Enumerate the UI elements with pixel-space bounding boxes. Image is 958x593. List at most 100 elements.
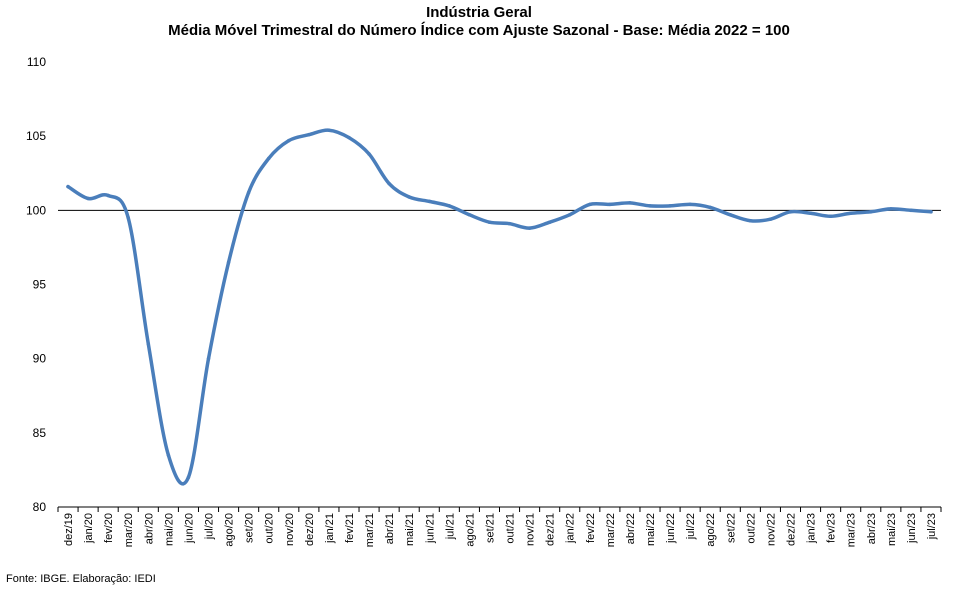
x-tick-label: fev/21: [344, 513, 356, 543]
data-point: [106, 193, 110, 198]
data-point: [588, 202, 592, 207]
data-point: [246, 190, 251, 195]
x-tick-label: jul/22: [685, 513, 697, 540]
series-line: [66, 128, 933, 486]
data-point: [266, 156, 271, 161]
x-tick-label: fev/22: [585, 513, 597, 543]
y-tick-label: 85: [33, 426, 47, 440]
data-point: [507, 221, 512, 226]
x-tick-label: set/22: [725, 513, 737, 543]
data-point: [86, 196, 90, 201]
x-tick-label: mar/20: [123, 513, 135, 547]
data-point: [387, 181, 391, 186]
x-tick-label: abr/23: [866, 513, 878, 544]
x-tick-label: mai/20: [163, 513, 175, 546]
x-tick-label: jul/20: [204, 513, 216, 540]
x-tick-label: jul/21: [444, 513, 456, 540]
y-tick-label: 100: [26, 203, 46, 217]
data-point: [66, 184, 70, 189]
data-point: [748, 218, 753, 223]
data-point: [367, 152, 371, 156]
x-tick-label: abr/21: [384, 513, 396, 544]
data-point: [166, 453, 171, 457]
x-tick-label: abr/22: [625, 513, 637, 544]
data-point: [929, 210, 933, 214]
data-point: [347, 135, 351, 140]
data-point: [487, 220, 492, 224]
x-tick-label: out/20: [264, 513, 276, 544]
data-point: [447, 204, 452, 208]
x-tick-label: jul/23: [926, 513, 938, 540]
data-point: [668, 204, 672, 208]
x-tick-label: mar/22: [605, 513, 617, 547]
x-tick-label: mar/21: [364, 513, 376, 547]
y-tick-label: 95: [33, 278, 47, 292]
x-tick-label: nov/22: [765, 513, 777, 546]
data-point: [226, 260, 231, 264]
y-tick-label: 80: [33, 500, 47, 514]
x-tick-label: mai/22: [645, 513, 657, 546]
x-tick-label: jun/20: [183, 513, 195, 544]
y-tick-label: 90: [33, 352, 47, 366]
data-point: [869, 210, 873, 214]
x-tick-label: ago/21: [464, 513, 476, 547]
data-point: [287, 138, 291, 143]
y-tick-label: 110: [27, 55, 46, 69]
x-tick-label: set/20: [244, 513, 256, 543]
data-point: [909, 208, 913, 213]
x-tick-label: mai/21: [404, 513, 416, 546]
data-point: [307, 132, 311, 137]
data-point: [146, 342, 151, 346]
x-tick-label: jan/20: [83, 513, 95, 544]
source-note: Fonte: IBGE. Elaboração: IEDI: [6, 573, 156, 585]
x-tick-label: ago/22: [705, 513, 717, 547]
data-point: [708, 205, 712, 210]
x-tick-label: mai/23: [886, 513, 898, 546]
data-point: [768, 217, 773, 221]
data-point: [407, 195, 411, 199]
x-tick-label: set/21: [484, 513, 496, 543]
data-point: [527, 226, 532, 230]
x-tick-label: ago/20: [224, 513, 236, 547]
x-tick-label: nov/20: [284, 513, 296, 546]
data-point: [628, 201, 632, 205]
x-tick-label: jan/21: [324, 513, 336, 544]
x-tick-label: dez/19: [63, 513, 75, 546]
data-point: [547, 220, 552, 224]
data-point: [567, 213, 572, 217]
data-point: [828, 214, 833, 219]
x-tick-label: jun/22: [665, 513, 677, 544]
data-point: [728, 213, 733, 217]
data-point: [427, 199, 432, 204]
x-tick-label: fev/23: [826, 513, 838, 543]
data-point: [688, 202, 692, 207]
data-point: [186, 475, 191, 480]
data-point: [648, 204, 652, 208]
x-tick-label: fev/20: [103, 513, 115, 543]
y-tick-label: 105: [26, 129, 46, 143]
data-point: [808, 211, 813, 216]
data-point: [467, 213, 472, 217]
data-point: [327, 128, 331, 132]
chart-title: Indústria Geral: [426, 4, 532, 21]
x-tick-label: jan/23: [806, 513, 818, 544]
x-tick-label: abr/20: [143, 513, 155, 544]
data-point: [608, 202, 612, 207]
data-point: [848, 211, 853, 216]
x-tick-label: jan/22: [565, 513, 577, 544]
x-tick-label: jun/21: [424, 513, 436, 544]
x-tick-label: dez/20: [304, 513, 316, 546]
x-tick-label: nov/21: [525, 513, 537, 546]
x-tick-label: mar/23: [846, 513, 858, 547]
x-tick-label: out/22: [745, 513, 757, 544]
x-tick-label: dez/22: [785, 513, 797, 546]
data-point: [788, 210, 793, 214]
x-tick-label: dez/21: [545, 513, 557, 546]
x-tick-label: jun/23: [906, 513, 918, 544]
data-point: [206, 356, 211, 361]
chart-subtitle: Média Móvel Trimestral do Número Índice …: [168, 22, 790, 39]
data-point: [126, 216, 130, 220]
data-point: [889, 207, 893, 211]
x-tick-label: out/21: [505, 513, 517, 544]
